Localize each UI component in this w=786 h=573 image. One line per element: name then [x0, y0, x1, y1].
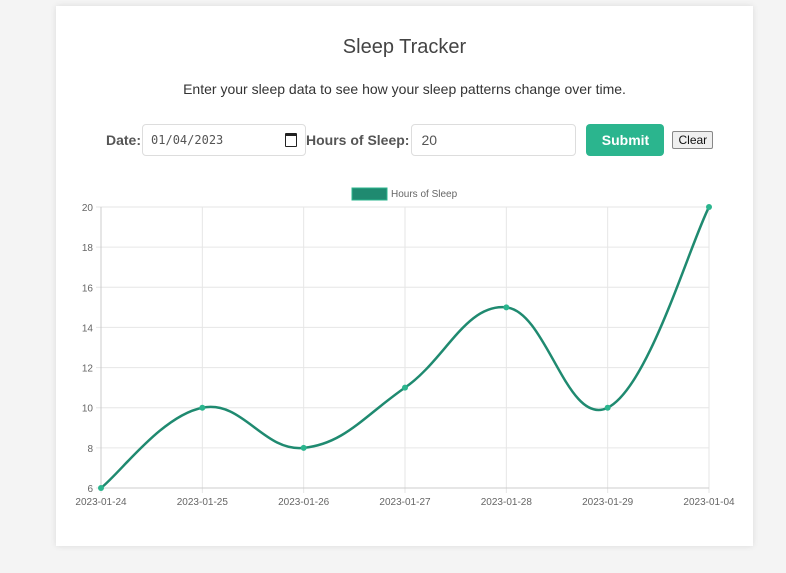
hours-label: Hours of Sleep: — [306, 132, 410, 148]
x-tick-label: 2023-01-24 — [75, 497, 127, 508]
x-tick-label: 2023-01-25 — [177, 497, 229, 508]
y-tick-label: 12 — [82, 364, 94, 375]
date-value: 01/04/2023 — [151, 133, 224, 147]
legend-label: Hours of Sleep — [391, 189, 458, 200]
page-title: Sleep Tracker — [342, 36, 467, 58]
calendar-icon[interactable] — [285, 133, 298, 147]
data-point — [503, 304, 510, 311]
sleep-form: Date: 01/04/2023 Hours of Sleep: 20 Subm… — [106, 123, 714, 157]
page-subtitle: Enter your sleep data to see how your sl… — [183, 81, 626, 97]
y-tick-label: 10 — [82, 404, 94, 415]
data-point — [706, 204, 712, 210]
data-point — [402, 384, 408, 391]
submit-button[interactable]: Submit — [586, 124, 665, 156]
y-tick-label: 14 — [82, 323, 94, 334]
data-line — [100, 206, 711, 489]
data-point — [300, 444, 307, 451]
hours-input[interactable]: 20 — [411, 124, 577, 156]
y-tick-label: 20 — [82, 203, 94, 214]
x-tick-label: 2023-01-04 — [683, 497, 735, 508]
x-tick-label: 2023-01-29 — [582, 497, 634, 508]
y-tick-label: 8 — [87, 444, 93, 455]
data-point — [98, 485, 104, 491]
hours-value: 20 — [421, 132, 438, 148]
clear-button[interactable]: Clear — [672, 131, 714, 149]
legend-swatch — [351, 187, 388, 201]
y-tick-label: 18 — [82, 243, 94, 254]
y-tick-label: 6 — [87, 484, 93, 495]
x-tick-label: 2023-01-26 — [278, 497, 330, 508]
data-point — [199, 404, 206, 411]
x-tick-label: 2023-01-28 — [481, 497, 533, 508]
date-label: Date: — [106, 132, 142, 148]
date-input[interactable]: 01/04/2023 — [142, 124, 307, 156]
data-point — [604, 404, 611, 411]
x-tick-label: 2023-01-27 — [379, 497, 431, 508]
y-tick-label: 16 — [82, 283, 94, 294]
